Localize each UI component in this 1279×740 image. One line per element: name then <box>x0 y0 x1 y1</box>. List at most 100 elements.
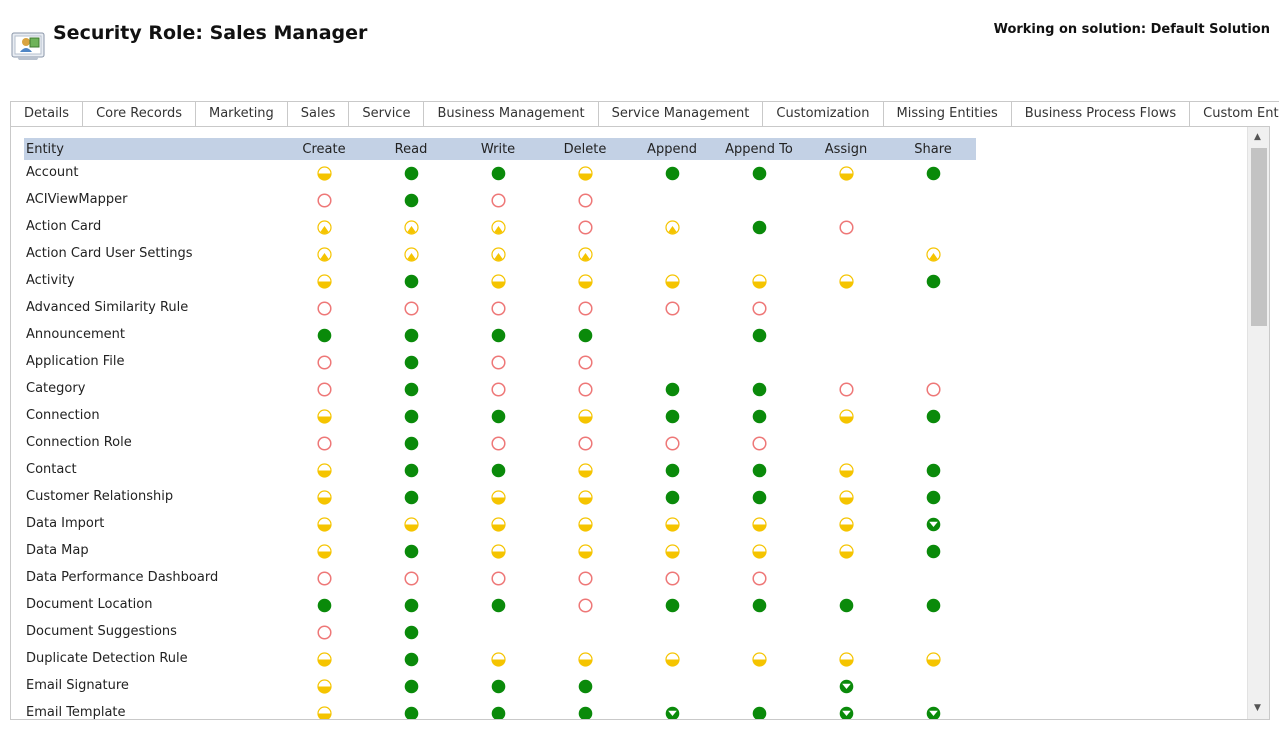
privilege-business-unit-icon[interactable] <box>317 463 332 478</box>
privilege-none-icon[interactable] <box>317 625 332 640</box>
privilege-user-icon[interactable] <box>491 220 506 235</box>
privilege-organization-icon[interactable] <box>665 382 680 397</box>
privilege-organization-icon[interactable] <box>926 544 941 559</box>
privilege-organization-icon[interactable] <box>491 679 506 694</box>
privilege-business-unit-icon[interactable] <box>839 490 854 505</box>
privilege-business-unit-icon[interactable] <box>752 652 767 667</box>
privilege-none-icon[interactable] <box>317 193 332 208</box>
privilege-organization-icon[interactable] <box>404 274 419 289</box>
privilege-parent-child-icon[interactable] <box>839 706 854 719</box>
privilege-none-icon[interactable] <box>404 301 419 316</box>
tab-custom-entities[interactable]: Custom Entities <box>1189 101 1279 127</box>
privilege-none-icon[interactable] <box>578 436 593 451</box>
tab-service-management[interactable]: Service Management <box>597 101 764 127</box>
privilege-none-icon[interactable] <box>491 355 506 370</box>
privilege-none-icon[interactable] <box>578 301 593 316</box>
privilege-organization-icon[interactable] <box>752 409 767 424</box>
privilege-organization-icon[interactable] <box>404 598 419 613</box>
privilege-none-icon[interactable] <box>317 355 332 370</box>
privilege-none-icon[interactable] <box>317 571 332 586</box>
privilege-parent-child-icon[interactable] <box>665 706 680 719</box>
privilege-none-icon[interactable] <box>578 220 593 235</box>
privilege-organization-icon[interactable] <box>926 463 941 478</box>
scroll-down-arrow-icon[interactable]: ▼ <box>1254 703 1261 713</box>
privilege-user-icon[interactable] <box>404 247 419 262</box>
privilege-business-unit-icon[interactable] <box>926 652 941 667</box>
privilege-user-icon[interactable] <box>665 220 680 235</box>
privilege-business-unit-icon[interactable] <box>317 517 332 532</box>
privilege-organization-icon[interactable] <box>404 652 419 667</box>
privilege-business-unit-icon[interactable] <box>317 652 332 667</box>
privilege-business-unit-icon[interactable] <box>752 517 767 532</box>
privilege-business-unit-icon[interactable] <box>578 274 593 289</box>
privilege-none-icon[interactable] <box>578 598 593 613</box>
privilege-business-unit-icon[interactable] <box>317 166 332 181</box>
privilege-business-unit-icon[interactable] <box>491 544 506 559</box>
privilege-organization-icon[interactable] <box>752 706 767 719</box>
privilege-none-icon[interactable] <box>491 301 506 316</box>
privilege-organization-icon[interactable] <box>404 355 419 370</box>
privilege-business-unit-icon[interactable] <box>317 544 332 559</box>
privilege-business-unit-icon[interactable] <box>317 274 332 289</box>
tab-core-records[interactable]: Core Records <box>82 101 196 127</box>
privilege-organization-icon[interactable] <box>665 598 680 613</box>
privilege-organization-icon[interactable] <box>404 490 419 505</box>
privilege-organization-icon[interactable] <box>578 328 593 343</box>
vertical-scrollbar[interactable]: ▲ ▼ <box>1247 127 1269 719</box>
privilege-business-unit-icon[interactable] <box>578 490 593 505</box>
privilege-organization-icon[interactable] <box>491 328 506 343</box>
privilege-user-icon[interactable] <box>404 220 419 235</box>
privilege-business-unit-icon[interactable] <box>665 274 680 289</box>
privilege-business-unit-icon[interactable] <box>578 409 593 424</box>
privilege-none-icon[interactable] <box>578 355 593 370</box>
privilege-none-icon[interactable] <box>491 382 506 397</box>
tab-customization[interactable]: Customization <box>762 101 884 127</box>
privilege-none-icon[interactable] <box>491 193 506 208</box>
privilege-none-icon[interactable] <box>665 571 680 586</box>
privilege-none-icon[interactable] <box>665 301 680 316</box>
privilege-business-unit-icon[interactable] <box>578 517 593 532</box>
scrollbar-thumb[interactable] <box>1251 148 1267 326</box>
privilege-business-unit-icon[interactable] <box>491 652 506 667</box>
privilege-none-icon[interactable] <box>665 436 680 451</box>
tab-business-management[interactable]: Business Management <box>423 101 599 127</box>
privilege-organization-icon[interactable] <box>404 463 419 478</box>
privilege-organization-icon[interactable] <box>752 598 767 613</box>
privilege-organization-icon[interactable] <box>752 382 767 397</box>
privilege-organization-icon[interactable] <box>491 409 506 424</box>
privilege-organization-icon[interactable] <box>491 463 506 478</box>
privilege-organization-icon[interactable] <box>404 166 419 181</box>
privilege-business-unit-icon[interactable] <box>491 517 506 532</box>
privilege-none-icon[interactable] <box>926 382 941 397</box>
privilege-business-unit-icon[interactable] <box>839 166 854 181</box>
privilege-business-unit-icon[interactable] <box>665 544 680 559</box>
privilege-organization-icon[interactable] <box>404 328 419 343</box>
privilege-organization-icon[interactable] <box>839 598 854 613</box>
privilege-organization-icon[interactable] <box>665 463 680 478</box>
privilege-none-icon[interactable] <box>578 382 593 397</box>
privilege-organization-icon[interactable] <box>752 490 767 505</box>
privilege-none-icon[interactable] <box>317 301 332 316</box>
privilege-parent-child-icon[interactable] <box>926 517 941 532</box>
privilege-organization-icon[interactable] <box>491 598 506 613</box>
privilege-organization-icon[interactable] <box>404 679 419 694</box>
privilege-none-icon[interactable] <box>839 220 854 235</box>
tab-service[interactable]: Service <box>348 101 425 127</box>
privilege-none-icon[interactable] <box>752 301 767 316</box>
privilege-organization-icon[interactable] <box>665 409 680 424</box>
privilege-business-unit-icon[interactable] <box>839 652 854 667</box>
privilege-organization-icon[interactable] <box>404 706 419 719</box>
privilege-organization-icon[interactable] <box>404 382 419 397</box>
privilege-none-icon[interactable] <box>317 436 332 451</box>
privilege-none-icon[interactable] <box>578 193 593 208</box>
privilege-business-unit-icon[interactable] <box>839 463 854 478</box>
privilege-business-unit-icon[interactable] <box>665 652 680 667</box>
privilege-business-unit-icon[interactable] <box>578 463 593 478</box>
privilege-organization-icon[interactable] <box>752 463 767 478</box>
privilege-none-icon[interactable] <box>404 571 419 586</box>
privilege-business-unit-icon[interactable] <box>317 490 332 505</box>
privilege-user-icon[interactable] <box>578 247 593 262</box>
privilege-business-unit-icon[interactable] <box>752 274 767 289</box>
privilege-organization-icon[interactable] <box>491 166 506 181</box>
privilege-business-unit-icon[interactable] <box>317 706 332 719</box>
